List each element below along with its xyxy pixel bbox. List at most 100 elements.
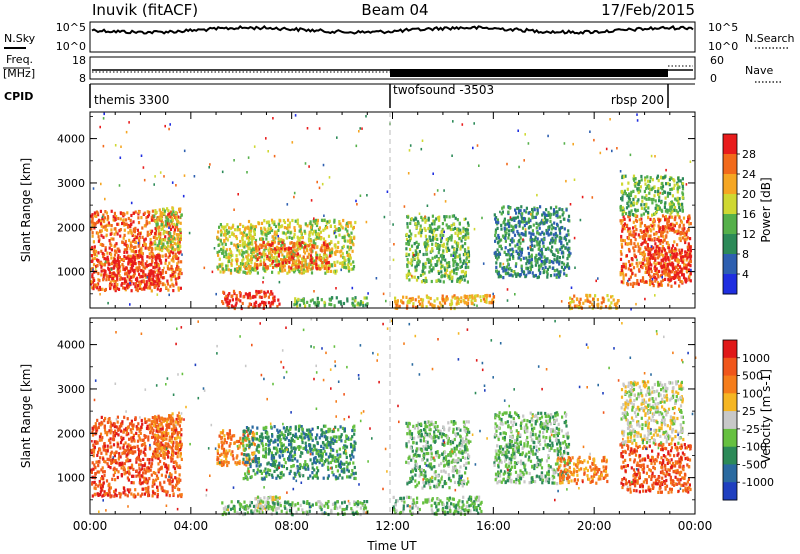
cell (682, 276, 686, 280)
cell (416, 245, 419, 249)
cell (231, 294, 234, 298)
cell (653, 261, 656, 265)
speckle-cell (233, 234, 235, 238)
cell (149, 245, 152, 249)
cell (567, 229, 570, 233)
cell (645, 280, 648, 284)
cell (309, 225, 313, 229)
cell (105, 278, 108, 282)
cell (151, 484, 154, 488)
cell (432, 235, 435, 240)
cell (241, 259, 244, 263)
cell (627, 247, 631, 252)
cell (95, 264, 98, 268)
cell (565, 208, 568, 212)
speckle-cell (569, 203, 572, 206)
cell (649, 176, 652, 180)
cell (503, 226, 506, 230)
cell (177, 215, 180, 219)
cell (656, 176, 659, 180)
cell (143, 238, 146, 242)
cell (561, 261, 564, 265)
cell (273, 222, 276, 226)
cell (612, 298, 615, 302)
cell (303, 263, 306, 267)
cell (337, 227, 340, 231)
cell (116, 283, 119, 287)
cell (134, 234, 137, 238)
cell (680, 280, 684, 284)
speckle-cell (525, 273, 528, 277)
cell (458, 253, 461, 257)
cell (140, 252, 143, 256)
cell (407, 242, 411, 246)
cell (110, 248, 113, 252)
cell (260, 228, 263, 232)
cell (320, 257, 323, 261)
cell (558, 275, 561, 279)
cell (92, 252, 96, 256)
cell (140, 246, 143, 250)
cell (639, 224, 642, 228)
cell (414, 305, 418, 309)
cell (646, 179, 650, 183)
speckle-cell (175, 184, 177, 187)
cell (571, 299, 574, 304)
cell (290, 252, 293, 256)
speckle-cell (286, 203, 289, 206)
cell (263, 243, 266, 247)
cell (406, 300, 409, 305)
cell (332, 270, 335, 274)
cell (519, 220, 523, 224)
colorbar-swatch (723, 234, 737, 255)
cell (679, 179, 682, 183)
cell (176, 218, 179, 222)
cell (499, 274, 502, 278)
cell (431, 214, 434, 218)
cell (157, 270, 160, 274)
cell (626, 229, 630, 233)
cell (585, 293, 588, 297)
cell (455, 250, 458, 254)
cell (170, 221, 173, 225)
cell (137, 254, 140, 258)
cell (532, 223, 535, 227)
cell (450, 234, 453, 238)
cell (582, 301, 585, 305)
cell (249, 241, 252, 245)
cell (638, 235, 641, 239)
speckle-cell (361, 127, 363, 130)
cell (324, 271, 327, 275)
cell (334, 263, 337, 267)
cell (310, 247, 313, 251)
cell (664, 201, 667, 205)
cell (154, 227, 157, 231)
cell (620, 197, 623, 201)
cell (663, 175, 666, 179)
cell (666, 263, 670, 267)
cell (264, 233, 267, 237)
cell (228, 299, 232, 303)
cell (565, 273, 568, 277)
cell (123, 242, 126, 246)
cell (104, 287, 107, 292)
speckle-cell (104, 197, 106, 201)
cell (308, 239, 311, 243)
cell (644, 204, 647, 209)
speckle-cell (118, 184, 121, 187)
cell (166, 267, 170, 271)
cell (146, 479, 150, 483)
cell (467, 236, 470, 240)
cell (272, 260, 275, 264)
cell (262, 240, 265, 245)
speckle-cell (445, 271, 447, 275)
cell (265, 231, 268, 235)
cell (306, 249, 309, 253)
speckle-cell (690, 268, 692, 272)
cell (346, 239, 349, 243)
cell (511, 240, 514, 244)
cell (649, 247, 652, 251)
speckle-cell (119, 156, 122, 159)
cell (126, 250, 129, 254)
cell (155, 237, 159, 241)
